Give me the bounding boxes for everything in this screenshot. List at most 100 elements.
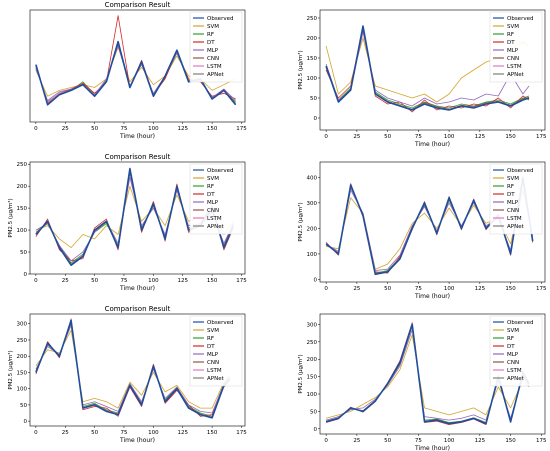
y-tick-label: 0	[24, 272, 28, 278]
x-tick-label: 125	[475, 134, 486, 140]
y-axis-label: PM2.5 (µg/m³)	[297, 354, 304, 393]
x-tick-label: 50	[384, 438, 391, 444]
x-axis-label: Time (hour)	[414, 293, 450, 300]
legend-label: APNet	[207, 376, 225, 382]
x-tick-label: 100	[148, 278, 159, 284]
y-tick-label: 50	[310, 409, 317, 415]
y-tick-label: 100	[17, 228, 28, 234]
series-line-svm	[35, 329, 230, 409]
x-tick-label: 0	[324, 286, 328, 292]
legend-label: APNet	[207, 72, 225, 78]
legend-label: CNN	[507, 360, 519, 366]
legend-label: Observed	[507, 168, 533, 174]
y-tick-label: 100	[17, 387, 28, 393]
x-tick-label: 25	[353, 438, 360, 444]
x-tick-label: 125	[475, 438, 486, 444]
x-tick-label: 25	[353, 286, 360, 292]
y-tick-label: 400	[307, 175, 318, 181]
y-tick-label: 250	[307, 340, 318, 346]
series-line-observed	[35, 319, 231, 419]
y-tick-label: 150	[307, 375, 318, 381]
x-tick-label: 125	[475, 286, 486, 292]
series-group	[325, 25, 530, 113]
legend-label: LSTM	[507, 368, 522, 374]
x-tick-label: 175	[536, 286, 547, 292]
x-tick-label: 125	[177, 126, 188, 132]
y-axis-label: PM2.5 (µg/m³)	[7, 350, 14, 389]
x-tick-label: 0	[34, 278, 38, 284]
x-tick-label: 25	[62, 430, 69, 436]
y-tick-label: 150	[17, 370, 28, 376]
y-tick-label: 200	[307, 36, 318, 42]
legend-label: LSTM	[507, 64, 522, 70]
legend-label: RF	[207, 184, 214, 190]
legend-label: MLP	[507, 352, 519, 358]
y-tick-label: 150	[17, 206, 28, 212]
x-tick-label: 25	[353, 134, 360, 140]
y-tick-label: 0	[24, 419, 28, 425]
legend-label: RF	[207, 336, 214, 342]
legend-label: Observed	[207, 16, 233, 22]
legend-label: DT	[207, 344, 215, 350]
x-axis-label: Time (hour)	[119, 133, 155, 140]
chart-panel-6: 0 25 50 75 100 125 150 175 0 50 100 150 200 250 300 Tim…	[297, 313, 547, 451]
legend-label: DT	[507, 40, 515, 46]
chart-panel-2: 0 25 50 75 100 125 150 175 0 50 100 150 200 250 Time (…	[297, 9, 547, 148]
legend-label: DT	[507, 192, 515, 198]
legend-label: LSTM	[207, 64, 222, 70]
x-tick-label: 75	[120, 126, 127, 132]
legend-label: SVM	[207, 176, 219, 182]
legend-label: CNN	[507, 208, 519, 214]
x-tick-label: 50	[384, 134, 391, 140]
legend-box	[489, 11, 543, 83]
legend-label: CNN	[207, 56, 219, 62]
x-tick-label: 25	[62, 278, 69, 284]
x-axis-label: Time (hour)	[414, 445, 450, 451]
legend-label: SVM	[207, 24, 219, 30]
y-tick-label: 250	[17, 162, 28, 168]
legend-label: Observed	[207, 168, 233, 174]
y-tick-label: 100	[307, 392, 318, 398]
legend-box	[489, 163, 543, 235]
y-tick-label: 300	[307, 201, 318, 207]
series-group	[35, 318, 231, 419]
y-tick-label: 0	[314, 427, 318, 433]
legend-label: MLP	[507, 200, 519, 206]
legend-label: MLP	[207, 200, 219, 206]
legend-label: CNN	[207, 208, 219, 214]
x-tick-label: 0	[34, 126, 38, 132]
series-group	[35, 15, 237, 106]
legend-label: SVM	[507, 24, 519, 30]
series-line-mlp	[35, 324, 230, 414]
legend-label: SVM	[507, 176, 519, 182]
x-axis-label: Time (hour)	[119, 437, 155, 444]
legend-label: LSTM	[207, 216, 222, 222]
x-tick-label: 25	[62, 126, 69, 132]
x-tick-label: 75	[415, 286, 422, 292]
y-axis-label: PM2.5 (µg/m³)	[297, 50, 304, 89]
y-axis-label: PM2.5 (µg/m³)	[7, 198, 14, 237]
legend-box	[489, 315, 543, 387]
legend-label: LSTM	[207, 368, 222, 374]
legend-box	[189, 315, 243, 387]
x-tick-label: 100	[444, 286, 455, 292]
y-tick-label: 200	[17, 354, 28, 360]
x-tick-label: 150	[505, 134, 516, 140]
x-tick-label: 150	[505, 438, 516, 444]
legend-label: DT	[507, 344, 515, 350]
y-tick-label: 0	[314, 116, 318, 122]
series-line-observed	[35, 40, 237, 106]
y-tick-label: 200	[17, 184, 28, 190]
legend-label: APNet	[207, 224, 225, 230]
legend-label: RF	[207, 32, 214, 38]
y-tick-label: 200	[307, 226, 318, 232]
y-tick-label: 300	[307, 322, 318, 328]
legend-label: APNet	[507, 376, 525, 382]
chart-title: Comparison Result	[105, 305, 171, 313]
chart-title: Comparison Result	[105, 1, 171, 9]
x-tick-label: 50	[91, 126, 98, 132]
chart-panel-1: Comparison Result 0 25 50 75 100 125 150 175 Time…	[29, 1, 247, 140]
chart-title: Comparison Result	[105, 153, 171, 161]
chart-panel-4: 0 25 50 75 100 125 150 175 0 100 200 300 400 Time (ho…	[297, 161, 547, 300]
